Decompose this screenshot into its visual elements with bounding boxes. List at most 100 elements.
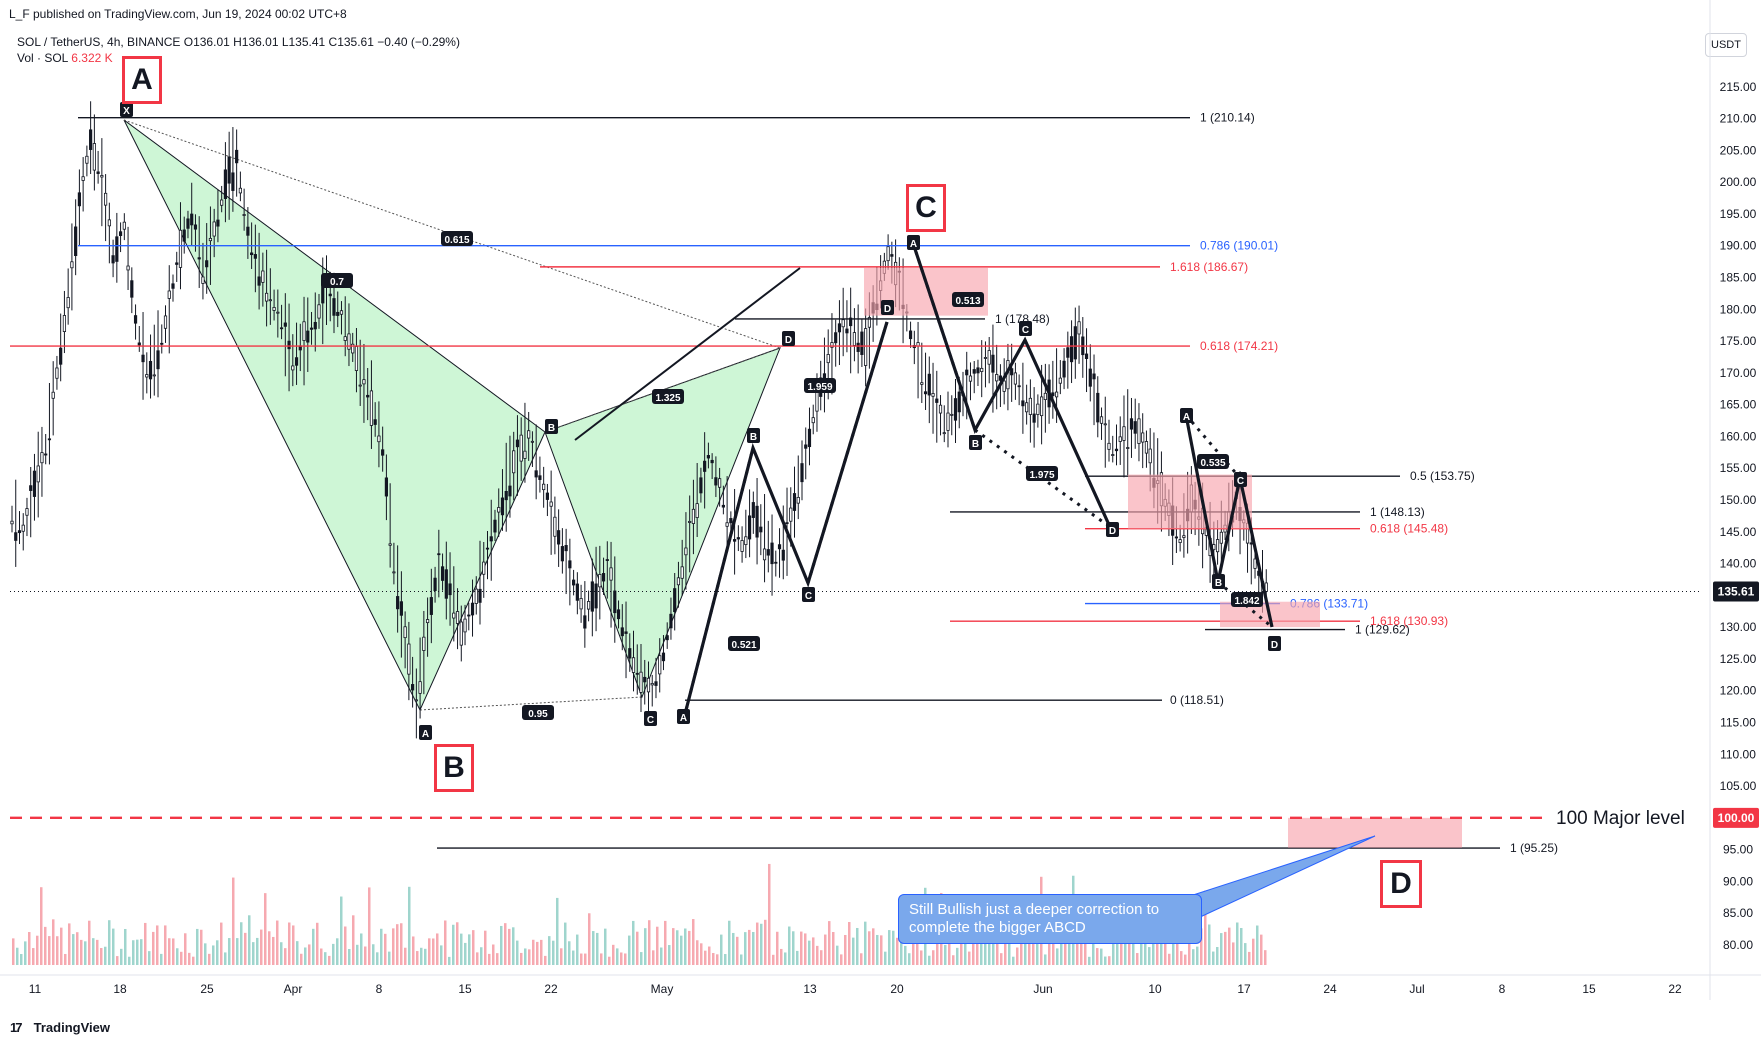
volume-bar: [1088, 956, 1091, 965]
candle-body: [605, 559, 609, 561]
point-marker: [1268, 636, 1281, 651]
harmonic-pattern: [123, 119, 781, 712]
volume-bar: [928, 955, 931, 965]
candle-body: [931, 393, 935, 397]
volume-bar: [1220, 933, 1223, 965]
candle-body: [208, 237, 213, 242]
volume-bar: [220, 922, 223, 965]
volume-bar: [708, 946, 711, 965]
point-marker: [907, 235, 920, 250]
candle-body: [354, 346, 359, 371]
x-tick-label: 8: [1499, 982, 1506, 996]
point-marker-label: A: [422, 729, 429, 740]
volume-bar: [1032, 933, 1035, 965]
candle-body: [32, 470, 37, 497]
candle-body: [433, 577, 437, 591]
candle-body: [643, 676, 647, 683]
annotation-callout[interactable]: Still Bullish just a deeper correction t…: [898, 894, 1202, 944]
candle-body: [725, 522, 729, 527]
volume-bar: [560, 948, 563, 965]
volume-bar: [16, 947, 19, 965]
candle-body: [852, 332, 857, 346]
point-marker-label: D: [1271, 640, 1278, 651]
volume-bar: [1160, 934, 1163, 965]
candle-body: [1092, 373, 1096, 380]
volume-bar: [916, 933, 919, 965]
candle-body: [246, 226, 250, 236]
candle-body: [448, 583, 452, 596]
y-tick-label: 125.00: [1720, 652, 1757, 666]
volume-bar: [404, 947, 407, 965]
point-marker: [1180, 408, 1193, 423]
candle-body: [1174, 536, 1178, 539]
candle-body: [916, 342, 920, 347]
candle-body: [759, 526, 763, 533]
candle-body: [860, 331, 864, 355]
candle-body: [789, 507, 793, 522]
volume-bar: [624, 953, 627, 965]
fib-label: 1 (178.48): [995, 312, 1050, 326]
candle-body: [938, 404, 943, 414]
candle-body: [29, 485, 33, 491]
candle-body: [51, 391, 55, 399]
candle-body: [1111, 454, 1115, 456]
abcd-3-legs: [1184, 414, 1274, 628]
currency-button[interactable]: USDT: [1705, 33, 1747, 57]
volume-bar: [376, 952, 379, 965]
x-tick-label: May: [651, 982, 674, 996]
candle-body: [126, 265, 130, 271]
volume-bar: [232, 877, 235, 965]
volume-bar: [340, 896, 343, 965]
candle-body: [710, 459, 714, 464]
candle-body: [762, 548, 767, 561]
candle-body: [115, 236, 119, 262]
volume-bar: [872, 928, 875, 965]
volume-bar: [1248, 951, 1251, 965]
candle-body: [411, 684, 415, 691]
volume-bar: [868, 931, 871, 965]
volume-bar: [456, 922, 459, 965]
volume-bar: [156, 925, 159, 965]
candle-body: [957, 391, 961, 413]
volume-bar: [36, 935, 39, 965]
candle-body: [688, 520, 692, 523]
volume-bar: [1004, 943, 1007, 965]
candle-body: [616, 609, 621, 620]
candle-body: [104, 192, 108, 206]
candle-body: [160, 342, 164, 345]
candle-body: [1062, 360, 1066, 378]
volume-bar: [1016, 947, 1019, 965]
candle-body: [1002, 380, 1006, 392]
candle-body: [1178, 539, 1182, 543]
volume-bar: [776, 931, 779, 965]
candles: [10, 101, 1700, 739]
volume-bar: [712, 953, 715, 965]
abcd-2-ab: [911, 242, 977, 431]
candle-body: [425, 619, 430, 624]
volume-bar: [300, 953, 303, 965]
candle-body: [527, 430, 531, 439]
candle-body: [1025, 402, 1029, 413]
point-marker-label: B: [1215, 578, 1222, 589]
point-marker: [782, 331, 795, 346]
volume-bar: [680, 935, 683, 965]
volume-bar: [88, 920, 91, 965]
volume-bar: [68, 923, 71, 965]
volume-bar: [744, 932, 747, 965]
candle-body: [130, 280, 134, 298]
volume-bar: [768, 863, 771, 965]
candle-body: [399, 601, 403, 616]
symbol-name[interactable]: SOL / TetherUS, 4h, BINANCE: [17, 35, 181, 49]
wave-label-c: C: [906, 184, 946, 232]
candle-body: [538, 475, 542, 480]
candle-body: [665, 635, 669, 641]
volume-bar: [636, 931, 639, 965]
candle-body: [444, 569, 448, 599]
point-marker-label: D: [884, 304, 891, 315]
candle-body: [489, 536, 493, 542]
volume-bar: [700, 943, 703, 965]
volume-bar: [1144, 943, 1147, 965]
volume-bar: [1108, 956, 1111, 965]
candle-body: [886, 246, 890, 262]
